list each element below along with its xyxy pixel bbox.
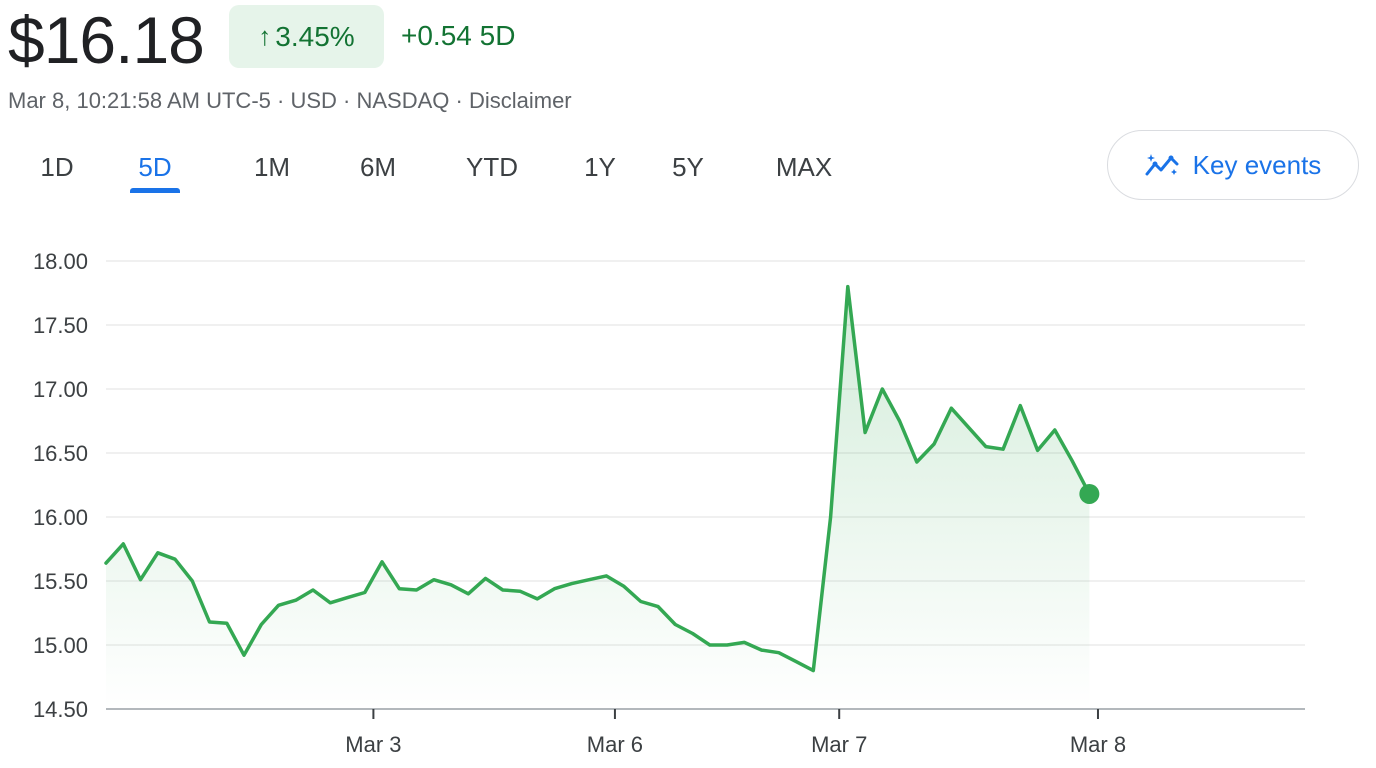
price-point[interactable]: [310, 587, 316, 593]
y-tick-label: 14.50: [33, 697, 88, 722]
range-tab-ytd[interactable]: YTD: [466, 152, 518, 182]
quote-currency: USD: [290, 88, 337, 113]
x-tick-label: Mar 7: [811, 732, 867, 757]
y-tick-label: 16.50: [33, 441, 88, 466]
y-tick-label: 15.50: [33, 569, 88, 594]
sparkline-trend-icon: [1145, 154, 1179, 176]
price-point[interactable]: [362, 590, 368, 596]
price-point[interactable]: [414, 587, 420, 593]
price-point[interactable]: [862, 430, 868, 436]
price-point[interactable]: [638, 598, 644, 604]
price-point[interactable]: [189, 578, 195, 584]
current-price-marker: [1079, 483, 1100, 504]
price-point[interactable]: [966, 424, 972, 430]
price-point[interactable]: [759, 647, 765, 653]
y-tick-label: 17.50: [33, 313, 88, 338]
y-tick-label: 17.00: [33, 377, 88, 402]
x-tick-label: Mar 6: [587, 732, 643, 757]
price-point[interactable]: [293, 597, 299, 603]
price-point[interactable]: [655, 604, 661, 610]
percent-change-badge: ↑ 3.45%: [229, 5, 384, 68]
price-point[interactable]: [897, 418, 903, 424]
price-point[interactable]: [931, 441, 937, 447]
price-point[interactable]: [776, 650, 782, 656]
price-point[interactable]: [603, 573, 609, 579]
absolute-change: +0.54 5D: [401, 20, 516, 51]
price-point[interactable]: [500, 587, 506, 593]
price-point[interactable]: [914, 459, 920, 465]
x-tick-label: Mar 8: [1070, 732, 1126, 757]
range-tab-1m[interactable]: 1M: [253, 152, 291, 182]
price-point[interactable]: [379, 559, 385, 565]
price-point[interactable]: [793, 659, 799, 665]
price-point[interactable]: [1069, 458, 1075, 464]
price-point[interactable]: [465, 591, 471, 597]
price-point[interactable]: [327, 600, 333, 606]
price-chart[interactable]: 18.00 17.50 17.00 16.50 16.00 15.50 15.00 14.50…: [0, 230, 1376, 768]
price-point[interactable]: [172, 556, 178, 562]
price-point[interactable]: [828, 514, 834, 520]
price-point[interactable]: [431, 577, 437, 583]
quote-timestamp: Mar 8, 10:21:58 AM UTC-5: [8, 88, 271, 113]
price-point[interactable]: [1035, 447, 1041, 453]
arrow-up-icon: ↑: [258, 21, 272, 51]
price-point[interactable]: [207, 619, 213, 625]
price-point[interactable]: [120, 541, 126, 547]
price-point[interactable]: [569, 581, 575, 587]
range-tab-5y[interactable]: 5Y: [672, 152, 704, 182]
separator: ·: [270, 88, 291, 113]
y-tick-label: 18.00: [33, 249, 88, 274]
price-point[interactable]: [276, 602, 282, 608]
price-point[interactable]: [810, 668, 816, 674]
price-point[interactable]: [155, 550, 161, 556]
range-tab-5d[interactable]: 5D: [130, 145, 180, 193]
x-tick-label: Mar 3: [345, 732, 401, 757]
price-point[interactable]: [948, 405, 954, 411]
disclaimer-link[interactable]: Disclaimer: [468, 88, 572, 113]
price-point[interactable]: [448, 582, 454, 588]
key-events-button[interactable]: Key events: [1107, 130, 1359, 200]
price-point[interactable]: [724, 642, 730, 648]
price-point[interactable]: [707, 642, 713, 648]
separator: ·: [449, 88, 469, 113]
quote-meta: Mar 8, 10:21:58 AM UTC-5 · USD · NASDAQ …: [8, 86, 572, 116]
price-point[interactable]: [552, 586, 558, 592]
price-point[interactable]: [345, 595, 351, 601]
quote-exchange: NASDAQ: [356, 88, 450, 113]
price-area-fill: [106, 286, 1090, 709]
price-point[interactable]: [690, 630, 696, 636]
price-line[interactable]: [104, 284, 1092, 673]
separator: ·: [336, 88, 357, 113]
price-point[interactable]: [258, 622, 264, 628]
price-point[interactable]: [1017, 403, 1023, 409]
range-tab-1d[interactable]: 1D: [40, 152, 74, 182]
price-point[interactable]: [1052, 427, 1058, 433]
percent-change-value: 3.45%: [275, 20, 355, 52]
price-point[interactable]: [845, 284, 851, 290]
price-point[interactable]: [224, 620, 230, 626]
key-events-label: Key events: [1192, 149, 1322, 180]
range-tab-max[interactable]: MAX: [775, 152, 833, 182]
price-point[interactable]: [103, 560, 109, 566]
price-point[interactable]: [672, 622, 678, 628]
price-point[interactable]: [483, 575, 489, 581]
price-point[interactable]: [517, 588, 523, 594]
price-point[interactable]: [879, 386, 885, 392]
price-point[interactable]: [586, 577, 592, 583]
y-tick-label: 16.00: [33, 505, 88, 530]
range-tab-6m[interactable]: 6M: [359, 152, 397, 182]
y-tick-label: 15.00: [33, 633, 88, 658]
price-point[interactable]: [983, 444, 989, 450]
range-tab-1y[interactable]: 1Y: [584, 152, 616, 182]
price-point[interactable]: [621, 583, 627, 589]
price-point[interactable]: [396, 586, 402, 592]
price-point[interactable]: [741, 639, 747, 645]
price-point[interactable]: [534, 596, 540, 602]
price-point[interactable]: [1000, 446, 1006, 452]
price-point[interactable]: [241, 652, 247, 658]
price-point[interactable]: [138, 577, 144, 583]
current-price: $16.18: [8, 3, 205, 77]
